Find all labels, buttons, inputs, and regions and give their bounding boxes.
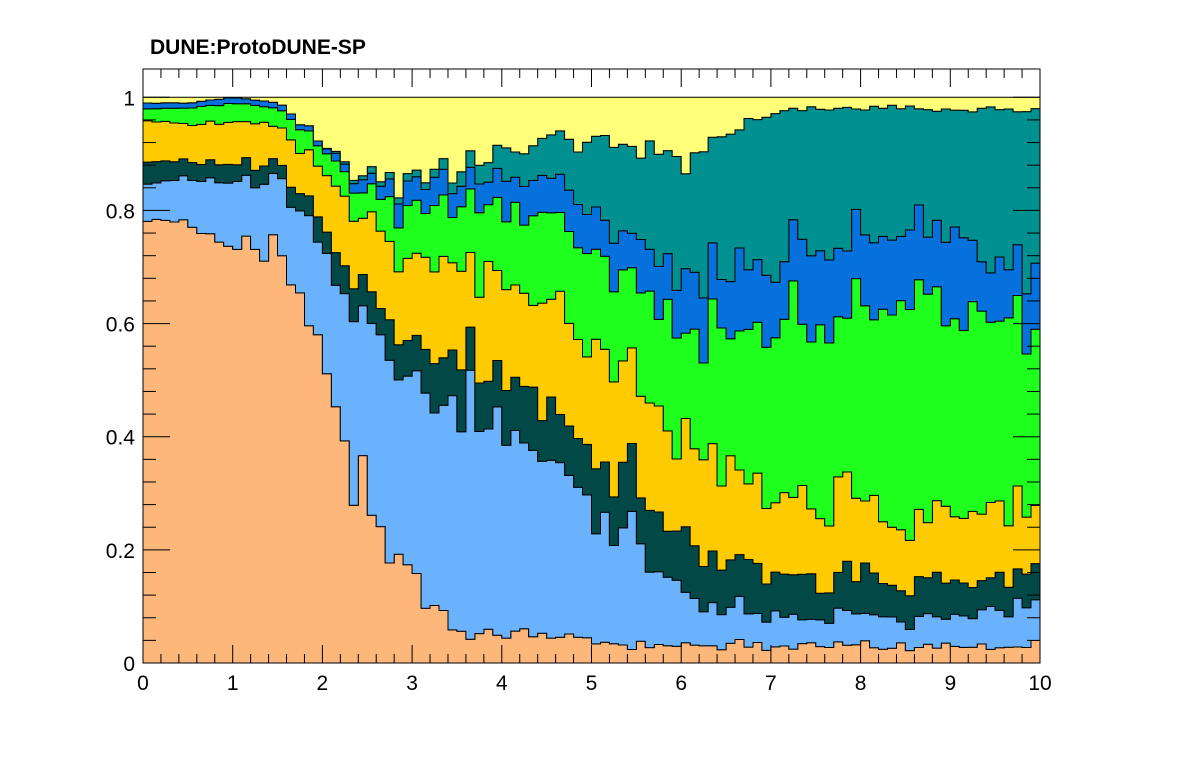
x-tick-label: 1 bbox=[227, 672, 239, 695]
y-tick-label: 0.2 bbox=[106, 540, 135, 563]
y-tick-label: 0.6 bbox=[106, 314, 135, 337]
x-tick-label: 3 bbox=[406, 672, 418, 695]
y-tick-label: 1 bbox=[123, 87, 135, 110]
x-tick-label: 8 bbox=[855, 672, 867, 695]
x-tick-label: 9 bbox=[944, 672, 956, 695]
x-tick-label: 6 bbox=[675, 672, 687, 695]
x-tick-label: 0 bbox=[137, 672, 149, 695]
page-title: DUNE:ProtoDUNE-SP bbox=[150, 36, 366, 59]
x-tick-label: 10 bbox=[1028, 672, 1051, 695]
x-tick-label: 4 bbox=[496, 672, 508, 695]
y-tick-label: 0 bbox=[123, 653, 135, 676]
series-area-8 bbox=[142, 96, 1041, 199]
x-tick-label: 2 bbox=[317, 672, 329, 695]
y-tick-label: 0.8 bbox=[106, 200, 135, 223]
x-tick-label: 7 bbox=[765, 672, 777, 695]
x-tick-label: 5 bbox=[586, 672, 598, 695]
y-tick-label: 0.4 bbox=[106, 427, 136, 450]
